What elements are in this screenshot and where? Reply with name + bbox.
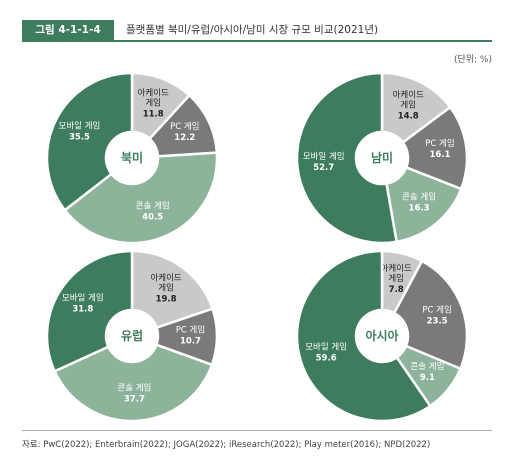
slice-label-asia-mobile: 모바일 게임 59.6 [305,341,347,363]
donut-south-america: 아케이드 게임 14.8PC 게임 16.1 콘솔 게임 16.3 모바일 게임 52.7 남미 [295,71,469,245]
slice-label-south-america-arcade: 아케이드 게임 14.8 [393,90,424,122]
donut-hole-asia [357,311,407,361]
slice-asia-pc [392,259,469,371]
slice-europe-arcade [130,249,215,330]
slice-north-america-console [63,151,219,245]
figure-number: 그림 4-1-1-4 [22,20,114,40]
region-label-asia: 아시아 [365,328,398,343]
donut-hole-south-america [357,133,407,183]
slice-south-america-arcade [380,71,452,145]
region-label-north-america: 북미 [121,150,143,165]
slice-europe-mobile [45,249,134,373]
slice-label-north-america-console: 콘솔 게임 40.5 [136,201,170,223]
figure-title: 플랫폼별 북미/유럽/아시아/남미 시장 규모 비교(2021년) [126,24,379,36]
slice-label-north-america-pc: PC 게임 12.2 [170,121,199,143]
figure-header: 그림 4-1-1-4 플랫폼별 북미/유럽/아시아/남미 시장 규모 비교(20… [22,20,492,42]
slice-north-america-mobile [45,71,134,212]
region-label-south-america: 남미 [371,150,393,165]
footer-divider [22,430,492,431]
slice-europe-console [52,343,214,423]
donut-europe: 아케이드 게임 19.8 PC 게임 10.7 콘솔 게임 37.7 모바일 게임 31.8 유럽 [45,249,219,423]
slice-label-south-america-console: 콘솔 게임 16.3 [402,191,436,213]
source-note: 자료: PwC(2022); Enterbrain(2022); JOGA(20… [22,440,431,450]
slice-south-america-mobile [295,71,399,245]
region-label-europe: 유럽 [121,329,143,343]
slice-asia-mobile [295,249,432,423]
slice-label-asia-pc: PC 게임 23.5 [422,304,451,326]
unit-label: (단위: %) [453,55,492,65]
slice-label-south-america-pc: PC 게임 16.1 [425,138,454,160]
slice-label-asia-console: 콘솔 게임 9.1 [410,361,444,383]
slice-label-europe-console: 콘솔 게임 37.7 [117,382,151,404]
slice-label-north-america-arcade: 아케이드 게임 11.8 [138,87,169,119]
slice-label-asia-arcade: 아케이드 게임 7.8 [381,263,412,295]
slice-south-america-pc [401,105,469,191]
slice-label-south-america-mobile: 모바일 게임 52.7 [303,151,345,173]
slice-label-europe-pc: PC 게임 10.7 [176,325,205,347]
slice-label-north-america-mobile: 모바일 게임 35.5 [59,120,101,142]
donut-hole-europe [107,311,157,361]
slice-label-europe-arcade: 아케이드 게임 19.8 [150,272,181,304]
donut-hole-north-america [107,133,157,183]
slice-label-europe-mobile: 모바일 게임 31.8 [62,292,104,314]
donut-north-america: 아케이드 게임 11.8PC 게임 12.2 콘솔 게임 40.5 모바일 게임 35.5 북미 [45,71,219,245]
donut-asia: 아케이드 게임 7.8 PC 게임 23.5 콘솔 게임 9.1 모바일 게임 59.6 아시아 [295,249,469,423]
slice-south-america-console [385,165,463,244]
